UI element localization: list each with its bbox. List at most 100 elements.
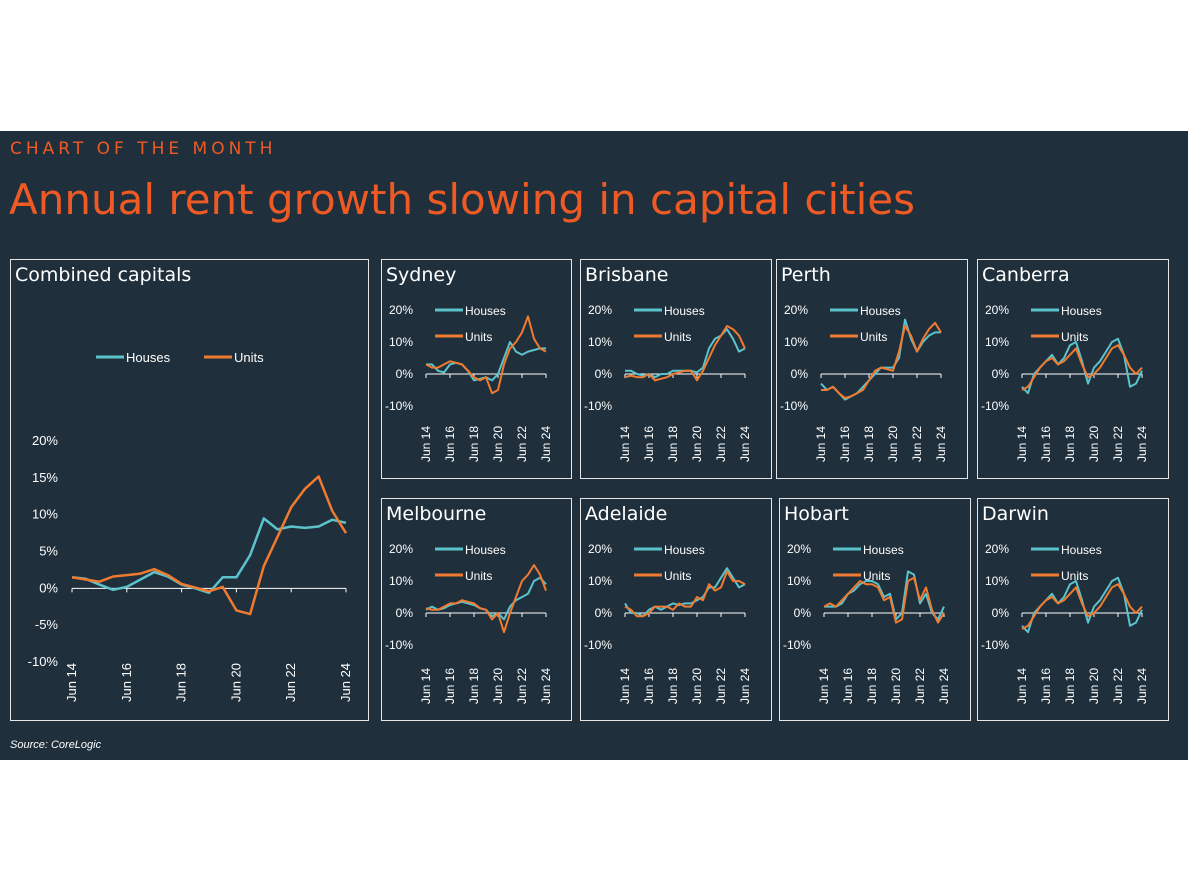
y-tick-label: -10% — [584, 638, 612, 652]
legend-label-houses: Houses — [860, 304, 901, 318]
x-tick-label: Jun 16 — [443, 426, 457, 462]
y-tick-label: 20% — [32, 433, 58, 448]
x-tick-label: Jun 18 — [666, 426, 680, 462]
y-tick-label: 10% — [588, 335, 612, 349]
y-tick-label: -10% — [981, 399, 1009, 413]
x-tick-label: Jun 18 — [1063, 426, 1077, 462]
chart-panel-adelaide: Adelaide 20% 10% 0% -10% Jun 14 Jun 16 Jun 18 J… — [580, 498, 772, 721]
legend-label-units: Units — [234, 350, 264, 365]
chart-title: Darwin — [982, 503, 1049, 525]
x-tick-label: Jun 14 — [64, 663, 79, 702]
chart-svg-perth: 20% 10% 0% -10% Jun 14 Jun 16 Jun 18 Jun 20 Jun … — [780, 303, 948, 462]
chart-title: Perth — [781, 264, 831, 286]
y-tick-label: 10% — [985, 574, 1009, 588]
chart-title: Hobart — [784, 503, 849, 525]
x-tick-label: Jun 14 — [618, 668, 632, 704]
series-line-units — [624, 570, 746, 618]
y-tick-label: -10% — [28, 654, 59, 669]
y-tick-label: 0% — [396, 606, 414, 620]
series-line-houses — [426, 341, 546, 382]
y-tick-label: -10% — [780, 399, 808, 413]
legend-label-units: Units — [860, 330, 887, 344]
chart-title: Melbourne — [386, 503, 487, 525]
x-tick-label: Jun 18 — [1063, 668, 1077, 704]
x-tick-label: Jun 20 — [886, 426, 900, 462]
series-line-units — [624, 325, 746, 382]
legend-label-units: Units — [863, 569, 890, 583]
series-line-units — [823, 576, 945, 624]
y-tick-label: -10% — [584, 399, 612, 413]
y-tick-label: -5% — [35, 617, 59, 632]
x-tick-label: Jun 14 — [419, 668, 433, 704]
kicker-label: CHART OF THE MONTH — [10, 139, 277, 159]
x-tick-label: Jun 20 — [491, 668, 505, 704]
y-tick-label: 10% — [787, 574, 811, 588]
legend-label-houses: Houses — [664, 304, 705, 318]
x-tick-label: Jun 22 — [515, 426, 529, 462]
series-line-units — [425, 564, 547, 634]
chart-title: Combined capitals — [15, 264, 192, 286]
y-tick-label: 20% — [389, 303, 413, 317]
x-tick-label: Jun 24 — [934, 426, 948, 462]
y-tick-label: 10% — [588, 574, 612, 588]
legend-label-houses: Houses — [465, 543, 506, 557]
chart-title: Sydney — [386, 264, 457, 286]
y-tick-label: -10% — [783, 638, 811, 652]
x-tick-label: Jun 22 — [283, 663, 298, 702]
legend-label-houses: Houses — [465, 304, 506, 318]
chart-panel-hobart: Hobart 20% 10% 0% -10% Jun 14 Jun 16 Jun 18 Jun… — [779, 498, 971, 721]
chart-title: Brisbane — [585, 264, 669, 286]
y-tick-label: 20% — [784, 303, 808, 317]
chart-panel-canberra: Canberra 20% 10% 0% -10% Jun 14 Jun 16 Jun 18 J… — [977, 259, 1169, 479]
x-tick-label: Jun 16 — [1039, 426, 1053, 462]
y-tick-label: 20% — [985, 303, 1009, 317]
x-tick-label: Jun 20 — [889, 668, 903, 704]
y-tick-label: -10% — [385, 638, 413, 652]
x-tick-label: Jun 16 — [1039, 668, 1053, 704]
legend-label-units: Units — [465, 569, 492, 583]
y-tick-label: 20% — [389, 542, 413, 556]
x-tick-label: Jun 20 — [690, 426, 704, 462]
chart-svg-canberra: 20% 10% 0% -10% Jun 14 Jun 16 Jun 18 Jun 20 Jun … — [981, 303, 1149, 462]
y-tick-label: -10% — [385, 399, 413, 413]
x-tick-label: Jun 24 — [539, 668, 553, 704]
y-tick-label: 0% — [39, 580, 58, 595]
page-title: Annual rent growth slowing in capital ci… — [9, 175, 915, 224]
y-tick-label: 0% — [595, 606, 613, 620]
y-tick-label: 0% — [992, 606, 1010, 620]
x-tick-label: Jun 20 — [491, 426, 505, 462]
y-tick-label: 20% — [588, 542, 612, 556]
legend-label-houses: Houses — [126, 350, 171, 365]
series-line-units — [71, 475, 348, 616]
x-tick-label: Jun 22 — [910, 426, 924, 462]
y-tick-label: 20% — [985, 542, 1009, 556]
x-tick-label: Jun 22 — [515, 668, 529, 704]
x-tick-label: Jun 14 — [814, 426, 828, 462]
chart-svg-combined-capitals: 20% 15% 10% 5% 0% -5% -10% Jun 14 Jun 16 Jun 18 Ju… — [28, 350, 353, 702]
x-tick-label: Jun 16 — [841, 668, 855, 704]
chart-title: Adelaide — [585, 503, 668, 525]
x-tick-label: Jun 16 — [838, 426, 852, 462]
legend-label-units: Units — [465, 330, 492, 344]
legend-label-houses: Houses — [1061, 543, 1102, 557]
x-tick-label: Jun 24 — [539, 426, 553, 462]
chart-panel-perth: Perth 20% 10% 0% -10% Jun 14 Jun 16 Jun 18 Jun … — [776, 259, 968, 479]
chart-svg-hobart: 20% 10% 0% -10% Jun 14 Jun 16 Jun 18 Jun 20 Jun … — [783, 542, 951, 704]
chart-panel-sydney: Sydney 20% 10% 0% -10% Jun 14 Jun 16 Jun 18 Jun… — [381, 259, 572, 479]
x-tick-label: Jun 16 — [642, 426, 656, 462]
series-line-units — [1021, 583, 1143, 630]
x-tick-label: Jun 16 — [642, 668, 656, 704]
x-tick-label: Jun 24 — [937, 668, 951, 704]
series-line-units — [821, 321, 942, 399]
x-tick-label: Jun 16 — [443, 668, 457, 704]
chart-panel-melbourne: Melbourne 20% 10% 0% -10% Jun 14 Jun 16 Jun 18… — [381, 498, 572, 721]
y-tick-label: 10% — [32, 507, 58, 522]
y-tick-label: -10% — [981, 638, 1009, 652]
chart-svg-darwin: 20% 10% 0% -10% Jun 14 Jun 16 Jun 18 Jun 20 Jun … — [981, 542, 1149, 704]
x-tick-label: Jun 24 — [1135, 426, 1149, 462]
x-tick-label: Jun 22 — [714, 426, 728, 462]
chart-panel-combined-capitals: Combined capitals 20% 15% 10% 5% 0% -5% -10% Ju… — [10, 259, 369, 721]
x-tick-label: Jun 14 — [419, 426, 433, 462]
x-tick-label: Jun 16 — [119, 663, 134, 702]
y-tick-label: 0% — [794, 606, 812, 620]
